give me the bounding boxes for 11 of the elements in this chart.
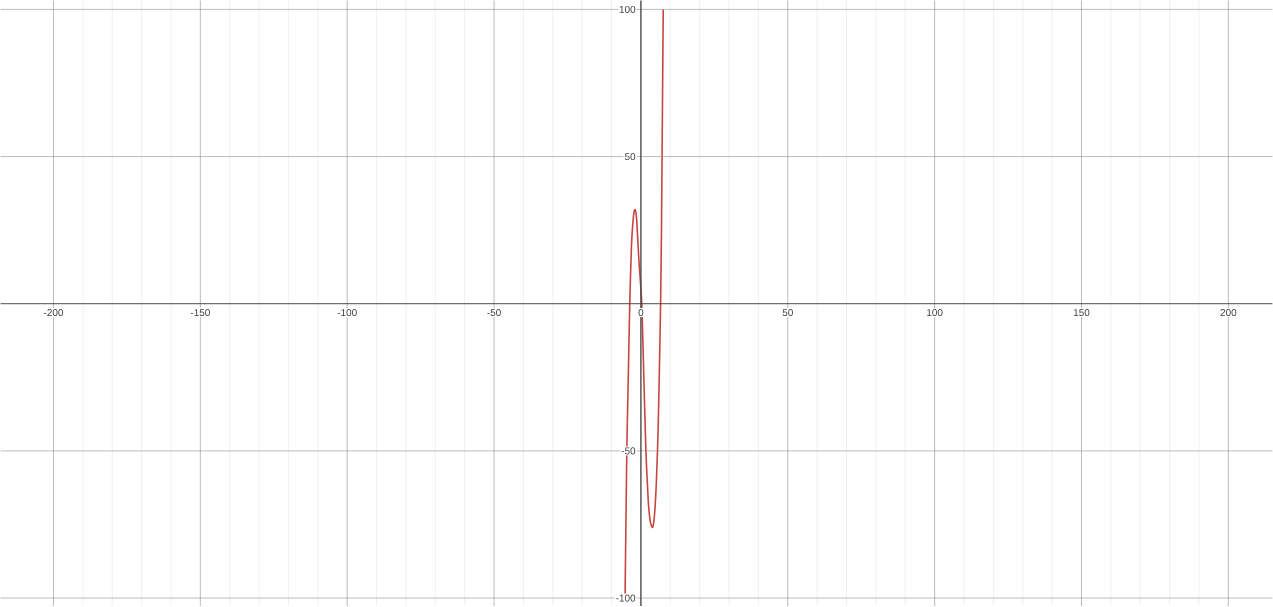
x-tick-label: -200 <box>43 309 64 317</box>
x-tick-label: 150 <box>1073 309 1090 317</box>
y-tick-label: 50 <box>624 153 636 161</box>
x-tick-label: 100 <box>927 309 943 317</box>
x-tick-label: -100 <box>337 309 357 317</box>
x-tick-label: 0 <box>638 309 644 317</box>
x-tick-label: -150 <box>190 309 210 317</box>
x-tick-label: 50 <box>782 309 793 317</box>
x-tick-label: -50 <box>487 309 501 317</box>
y-tick-label: 100 <box>619 6 636 14</box>
x-tick-label: 200 <box>1220 309 1237 317</box>
